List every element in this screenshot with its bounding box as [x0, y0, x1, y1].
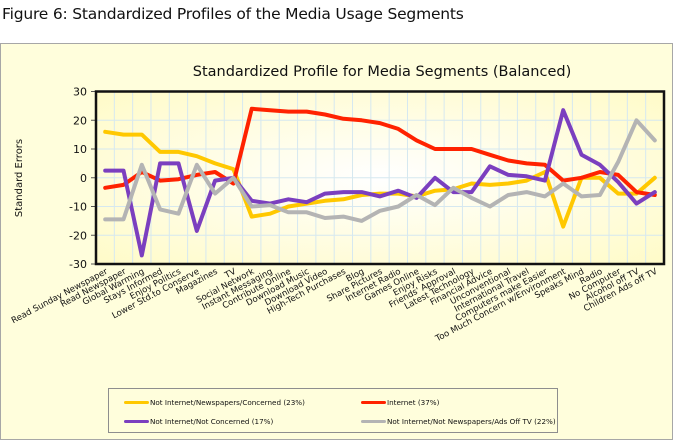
- legend: Not Internet/Newspapers/Concerned (23%) …: [108, 388, 558, 433]
- legend-label: Not Internet/Not Concerned (17%): [150, 417, 274, 426]
- legend-item-series-3: Not Internet/Not Newspapers/Ads Off TV (…: [361, 417, 556, 426]
- y-tick-label: -30: [69, 258, 87, 271]
- legend-label: Not Internet/Newspapers/Concerned (23%): [150, 398, 305, 407]
- legend-swatch-yellow: [124, 401, 149, 404]
- legend-swatch-purple: [124, 420, 149, 423]
- plot-area-border: [94, 90, 666, 266]
- legend-label: Internet (37%): [387, 398, 440, 407]
- y-axis-label: Standard Errors: [14, 139, 25, 217]
- y-tick-label: -20: [69, 229, 87, 242]
- legend-swatch-gray: [361, 420, 386, 423]
- y-tick-label: -10: [69, 201, 87, 214]
- figure-title: Figure 6: Standardized Profiles of the M…: [2, 5, 464, 23]
- legend-label: Not Internet/Not Newspapers/Ads Off TV (…: [387, 417, 556, 426]
- legend-swatch-red: [361, 401, 386, 404]
- y-tick-label: 0: [80, 172, 87, 185]
- y-tick-label: 10: [73, 143, 87, 156]
- y-tick-label: 30: [73, 86, 87, 99]
- y-tick-label: 20: [73, 114, 87, 127]
- legend-item-series-0: Not Internet/Newspapers/Concerned (23%): [124, 398, 305, 407]
- legend-item-series-1: Internet (37%): [361, 398, 439, 407]
- legend-item-series-2: Not Internet/Not Concerned (17%): [124, 417, 273, 426]
- chart-title: Standardized Profile for Media Segments …: [193, 64, 572, 80]
